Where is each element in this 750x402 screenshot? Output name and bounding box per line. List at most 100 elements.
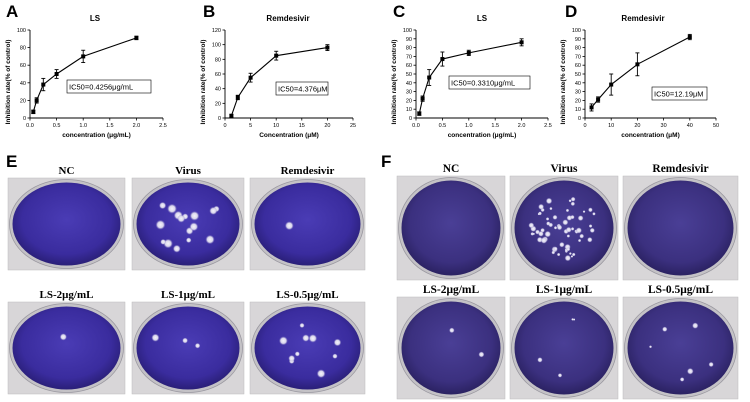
chart-b-x-tick-label: 10 bbox=[273, 123, 279, 129]
e-plaque bbox=[205, 234, 215, 245]
e-plaque bbox=[182, 337, 189, 344]
f-well-4: LS-2μg/mL bbox=[396, 284, 506, 400]
chart-c-y-tick-label: 20 bbox=[406, 98, 412, 104]
chart-c: LS 0.0 0.5 1.0 1.5 2.0 2.5 0 10 20 30 40 50 60 70 80 90 1… bbox=[391, 14, 552, 139]
panel-letter-a: A bbox=[6, 2, 18, 21]
e-well-label: NC bbox=[59, 165, 75, 177]
e-well-label: Virus bbox=[175, 165, 202, 177]
chart-a-point bbox=[81, 54, 86, 59]
f-plaque bbox=[532, 232, 536, 236]
e-well-1: NC bbox=[7, 165, 126, 271]
chart-b-point bbox=[235, 95, 240, 100]
chart-d-point bbox=[596, 97, 601, 102]
e-stained-monolayer bbox=[12, 182, 121, 266]
e-plaque bbox=[59, 333, 67, 341]
chart-c-x-tick-label: 0.5 bbox=[439, 123, 447, 129]
chart-b-point bbox=[229, 113, 234, 118]
chart-c-x-tick-label: 1.5 bbox=[491, 123, 499, 129]
chart-a-ic50-box bbox=[66, 79, 152, 94]
chart-c-y-label: Inhibition rate(% of control) bbox=[391, 40, 398, 125]
e-plaque bbox=[160, 238, 167, 245]
chart-c-point bbox=[427, 75, 432, 80]
f-plaque bbox=[692, 322, 699, 329]
f-plaque bbox=[478, 351, 485, 358]
f-plaque bbox=[553, 226, 558, 230]
f-plaque bbox=[449, 327, 455, 334]
e-plaque bbox=[185, 237, 192, 243]
e-plaque bbox=[194, 342, 201, 349]
line-charts: LS0.0 0.5 1.0 1.5 2.0 2.5020406080100concentr… bbox=[5, 14, 719, 139]
chart-c-x-label: concentration (μg/mL) bbox=[448, 132, 517, 139]
chart-d-y-tick-label: 40 bbox=[575, 81, 581, 87]
chart-d-y-tick-label: 30 bbox=[575, 90, 581, 96]
chart-d-y-tick-label: 20 bbox=[575, 98, 581, 104]
chart-c-y-tick-label: 10 bbox=[406, 107, 412, 113]
chart-b-x-tick-label: 0 bbox=[223, 123, 226, 129]
f-well-label: LS-2μg/mL bbox=[423, 284, 480, 296]
chart-d-y-tick-label: 70 bbox=[575, 54, 581, 60]
chart-b-x-label: Concentration (μM) bbox=[259, 132, 319, 139]
f-plaque bbox=[538, 203, 545, 210]
chart-a-point bbox=[31, 109, 36, 114]
panel-letter-d: D bbox=[565, 2, 577, 21]
chart-b-y-label: Inhibition rate(% of control) bbox=[200, 40, 207, 125]
f-well-5: LS-1μg/mL bbox=[509, 284, 619, 400]
chart-b-series-line bbox=[230, 47, 328, 116]
f-plaque bbox=[587, 207, 593, 213]
chart-a-x-tick-label: 0.0 bbox=[26, 123, 34, 129]
f-plaque bbox=[548, 222, 554, 228]
chart-a-x-tick-label: 1.0 bbox=[79, 123, 87, 129]
e-plaque bbox=[294, 351, 300, 357]
e-plaque bbox=[209, 206, 218, 215]
f-plaque bbox=[552, 214, 558, 220]
e-plaque bbox=[155, 219, 166, 230]
f-stained-monolayer bbox=[627, 301, 734, 395]
chart-c-x-tick-label: 1.0 bbox=[465, 123, 473, 129]
chart-d-y-tick-label: 50 bbox=[575, 72, 581, 78]
f-well-label: Virus bbox=[550, 163, 578, 175]
chart-c-y-tick-label: 40 bbox=[406, 81, 412, 87]
chart-b-y-tick-label: 0 bbox=[218, 116, 221, 122]
chart-d: Remdesivir 0 10 20 30 40 50 0 10 20 30 40 50 60 70 80 90… bbox=[560, 14, 719, 139]
chart-c-point bbox=[519, 40, 524, 45]
f-plaque bbox=[565, 208, 570, 213]
f-well-label: Remdesivir bbox=[652, 163, 708, 175]
e-plaque bbox=[299, 322, 305, 328]
f-plaque bbox=[562, 219, 569, 226]
f-plaque bbox=[549, 206, 553, 211]
f-stained-monolayer bbox=[514, 180, 614, 276]
chart-b-ic50-box bbox=[275, 81, 329, 96]
chart-d-y-tick-label: 80 bbox=[575, 46, 581, 52]
chart-b-point bbox=[248, 75, 253, 80]
chart-b-point bbox=[325, 45, 330, 50]
e-plaque bbox=[151, 333, 160, 342]
chart-a-y-tick-label: 20 bbox=[20, 98, 26, 104]
chart-d-y-tick-label: 90 bbox=[575, 37, 581, 43]
f-stained-monolayer bbox=[401, 301, 501, 395]
panel-letter-c: C bbox=[393, 2, 405, 21]
e-well-label: LS-1μg/mL bbox=[161, 289, 215, 301]
e-plaque bbox=[177, 214, 186, 223]
f-stained-monolayer bbox=[627, 180, 734, 276]
e-plaque bbox=[316, 369, 326, 379]
chart-a-y-tick-label: 0 bbox=[23, 116, 26, 122]
chart-a-x-tick-label: 1.5 bbox=[106, 123, 114, 129]
chart-b: Remdesivir 0 5 10 15 20 25 0 20 40 60 80 100 120 Conce… bbox=[200, 14, 356, 139]
f-stained-monolayer bbox=[514, 301, 614, 395]
chart-c-point bbox=[417, 111, 422, 116]
chart-b-y-tick-label: 40 bbox=[215, 87, 221, 93]
f-plaque bbox=[553, 246, 558, 251]
chart-a: LS 0.0 0.5 1.0 1.5 2.0 2.5 0 20 40 60 80 100 concentr… bbox=[5, 14, 167, 139]
chart-d-x-tick-label: 30 bbox=[661, 123, 667, 129]
chart-c-y-tick-label: 90 bbox=[406, 37, 412, 43]
chart-b-y-tick-label: 120 bbox=[212, 28, 221, 34]
chart-d-y-tick-label: 10 bbox=[575, 107, 581, 113]
f-plaque bbox=[564, 254, 572, 262]
chart-a-point bbox=[54, 72, 59, 76]
e-plaque bbox=[288, 354, 296, 362]
chart-a-y-tick-label: 100 bbox=[17, 28, 26, 34]
chart-b-title: Remdesivir bbox=[266, 14, 309, 23]
chart-a-point bbox=[41, 82, 46, 87]
e-well-6: LS-0.5μg/mL bbox=[249, 289, 366, 395]
